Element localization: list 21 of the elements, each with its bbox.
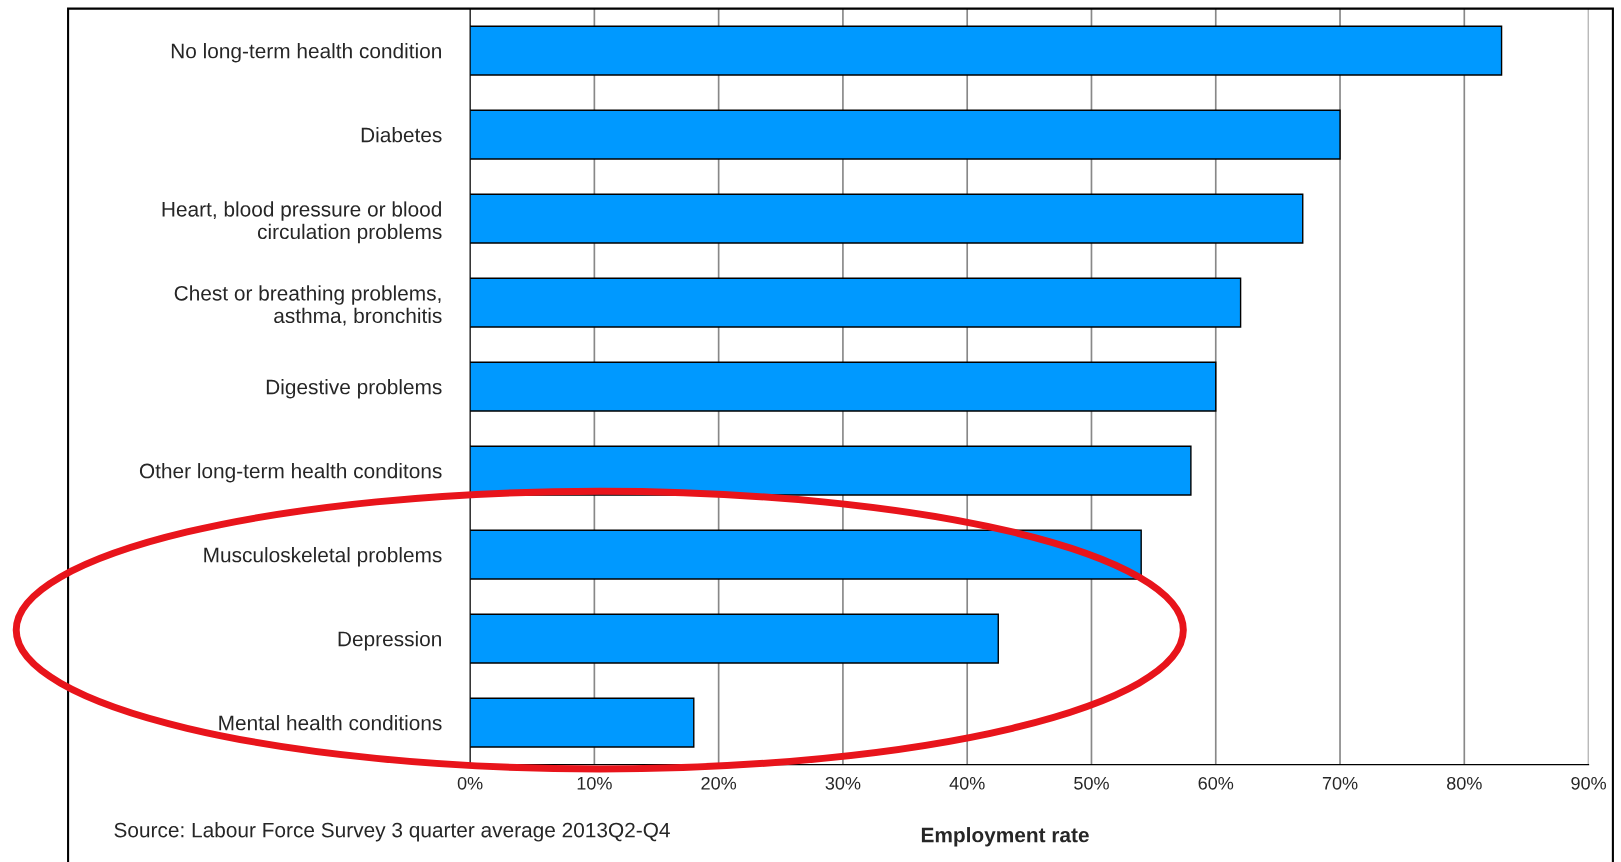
x-tick-label: 0% xyxy=(457,776,483,790)
x-axis-title: Employment rate xyxy=(921,827,1089,847)
y-tick-label: Chest or breathing problems, asthma, bronchitis xyxy=(174,285,442,326)
x-tick-label: 20% xyxy=(701,776,737,790)
y-tick-label: Heart, blood pressure or blood circulation problems xyxy=(162,201,442,244)
y-tick-label: Diabetes xyxy=(361,127,442,143)
y-tick-label: Digestive problems xyxy=(266,379,442,399)
x-tick-label: 70% xyxy=(1322,776,1358,790)
y-tick-label: Other long-term health conditons xyxy=(139,463,442,483)
x-tick-label: 10% xyxy=(577,776,612,790)
x-tick-label: 30% xyxy=(825,776,861,790)
source-note: Source: Labour Force Survey 3 quarter average 2013Q2-Q4 xyxy=(114,822,670,842)
x-tick-label: 40% xyxy=(949,776,985,790)
y-tick-label: Musculoskeletal problems xyxy=(204,547,442,567)
y-tick-label: No long-term health condition xyxy=(171,43,441,63)
x-tick-label: 80% xyxy=(1447,776,1482,790)
x-tick-label: 50% xyxy=(1074,776,1109,790)
x-tick-label: 90% xyxy=(1571,776,1607,790)
x-tick-label: 60% xyxy=(1198,776,1234,790)
y-tick-label: Depression xyxy=(338,631,441,651)
y-tick-label: Mental health conditions xyxy=(219,715,442,731)
